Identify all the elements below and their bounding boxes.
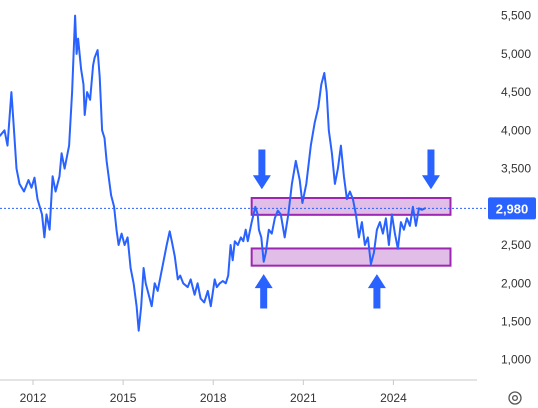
- y-tick-label: 1,000: [501, 353, 531, 367]
- price-series-line: [0, 14, 426, 332]
- support-zone: [250, 247, 452, 267]
- x-tick-label: 2021: [290, 391, 317, 405]
- x-tick-label: 2015: [110, 391, 137, 405]
- down-arrow-right: [421, 149, 440, 190]
- up-arrow-left: [254, 274, 273, 309]
- x-tick-label: 2024: [380, 391, 407, 405]
- y-axis: 5,5005,0004,5004,0003,5003,0002,5002,000…: [501, 9, 531, 367]
- price-badge-box: [488, 197, 536, 220]
- y-tick-label: 2,000: [501, 276, 531, 290]
- y-tick-label: 5,000: [501, 47, 531, 61]
- x-axis: 2012 2015 2018 2021 2024: [20, 380, 407, 405]
- y-tick-label: 4,000: [501, 123, 531, 137]
- y-tick-label: 1,500: [501, 314, 531, 328]
- arrows-layer: [252, 149, 440, 309]
- settings-gear-icon[interactable]: [508, 391, 522, 405]
- x-tick-label: 2012: [20, 391, 47, 405]
- y-tick-label: 5,500: [501, 9, 531, 23]
- x-tick-label: 2018: [200, 391, 227, 405]
- price-badge: 2,980: [488, 197, 536, 220]
- zones-layer: [250, 196, 452, 267]
- y-tick-label: 2,500: [501, 238, 531, 252]
- price-badge-label: 2,980: [496, 201, 529, 216]
- y-tick-label: 4,500: [501, 85, 531, 99]
- y-tick-label: 3,500: [501, 162, 531, 176]
- down-arrow-left: [252, 149, 271, 190]
- resistance-zone: [250, 196, 452, 216]
- up-arrow-right: [367, 274, 386, 309]
